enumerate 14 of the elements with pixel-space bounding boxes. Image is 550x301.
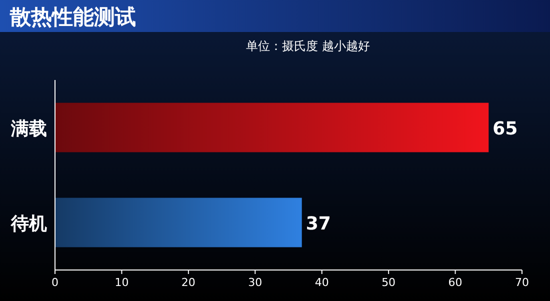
x-tick-label: 60 — [448, 276, 462, 289]
x-tick-label: 20 — [181, 276, 196, 289]
y-tick-label: 待机 — [10, 214, 47, 234]
x-tick-label: 30 — [248, 276, 262, 289]
data-label: 65 — [492, 118, 518, 140]
y-tick-label: 满载 — [10, 118, 47, 140]
x-tick-label: 70 — [515, 276, 529, 289]
x-tick-label: 10 — [114, 276, 129, 289]
chart-title: 散热性能测试 — [9, 5, 136, 29]
x-tick-label: 0 — [52, 276, 58, 289]
x-tick-label: 50 — [382, 276, 396, 289]
x-tick-label: 40 — [314, 276, 329, 289]
chart-subtitle: 单位：摄氏度 越小越好 — [246, 39, 370, 53]
data-label: 37 — [306, 214, 331, 234]
